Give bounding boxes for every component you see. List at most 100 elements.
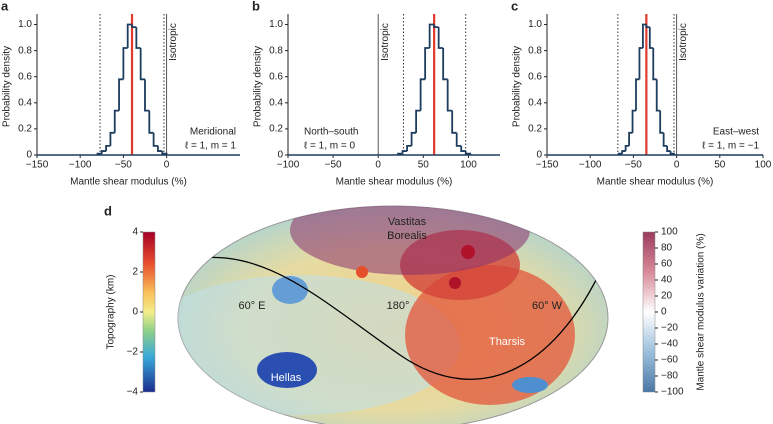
histogram-step <box>631 109 636 133</box>
y-axis-label: Probability density <box>253 46 264 127</box>
colorbar-label: Topography (km) <box>106 274 117 349</box>
histogram-step <box>659 110 664 134</box>
histogram-step <box>455 132 462 147</box>
panel-letter: b <box>252 0 260 13</box>
y-tick-label: 0.4 <box>269 97 283 108</box>
histogram-step <box>152 132 158 147</box>
histogram-step <box>144 79 150 112</box>
y-tick-label: 0.6 <box>269 71 283 82</box>
x-tick-label: −50 <box>625 160 642 171</box>
panel: a 0 0.2 0.4 0.6 0.8 1.0 −150 −100 −50 0 Mantle shea… <box>1 0 240 188</box>
y-tick-label: 0.6 <box>528 71 542 82</box>
colorbar-tick-label: −20 <box>661 323 678 334</box>
histogram-step <box>433 24 439 29</box>
y-tick-label: 0 <box>536 150 542 161</box>
isotropic-label: Isotropic <box>380 23 391 61</box>
colorbar-tick-label: −60 <box>661 355 678 366</box>
y-tick-label: 1.0 <box>528 19 542 30</box>
x-tick-label: 50 <box>714 160 726 171</box>
map-label: 180° <box>387 300 410 312</box>
y-tick-label: 0.2 <box>18 124 32 135</box>
histogram-step <box>406 144 412 152</box>
map-label: Tharsis <box>489 336 526 348</box>
colorbar-tick-label: 0 <box>132 307 138 318</box>
histogram-step <box>442 48 448 81</box>
histogram-step <box>113 109 120 133</box>
colorbar-tick-label: 60 <box>661 259 673 270</box>
panel-letter: c <box>511 0 518 13</box>
histogram-step <box>460 145 466 152</box>
y-tick-label: 0.2 <box>269 124 283 135</box>
colorbar-tick-label: −2 <box>127 347 139 358</box>
x-tick-label: −150 <box>26 160 49 171</box>
histogram-step <box>446 79 453 112</box>
x-tick-label: 0 <box>375 160 381 171</box>
histogram-step <box>105 144 111 152</box>
histogram-step <box>635 78 640 111</box>
y-axis-label: Probability density <box>2 46 13 127</box>
panel: b 0 0.2 0.4 0.6 0.8 1.0 −100 −50 0 50 100 Mantle she… <box>252 0 500 188</box>
colorbar-tick-label: 0 <box>661 307 667 318</box>
y-tick-label: 0.8 <box>18 45 32 56</box>
histogram-step <box>628 131 633 146</box>
x-tick-label: −100 <box>579 160 602 171</box>
x-axis-label: Mantle shear modulus (%) <box>597 177 714 188</box>
map <box>177 205 609 424</box>
map-label: 60° W <box>532 300 563 312</box>
map-label: Vastitas <box>388 216 427 228</box>
x-tick-label: 50 <box>418 160 430 171</box>
histogram-step <box>401 150 408 154</box>
isotropic-label: Isotropic <box>678 23 689 61</box>
y-axis-label: Probability density <box>512 46 523 127</box>
y-tick-label: 0 <box>277 150 283 161</box>
colorbar-tick-label: 20 <box>661 291 673 302</box>
histogram-step <box>424 47 430 80</box>
histogram-step <box>624 144 630 152</box>
y-tick-label: 0.8 <box>269 45 283 56</box>
histogram-step <box>428 23 435 49</box>
colorbar <box>642 231 656 393</box>
histogram-step <box>666 145 671 152</box>
colorbar-tick-label: 4 <box>132 227 138 238</box>
y-tick-label: 0.2 <box>528 124 542 135</box>
y-tick-label: 0 <box>26 150 32 161</box>
histogram-step <box>148 110 154 134</box>
x-tick-label: 100 <box>460 160 477 171</box>
x-tick-label: −150 <box>536 160 559 171</box>
colorbar-label: Mantle shear modulus variation (%) <box>696 233 707 390</box>
map-label: Borealis <box>387 230 427 242</box>
y-tick-label: 0.8 <box>528 45 542 56</box>
colorbar-tick-label: −40 <box>661 339 678 350</box>
x-tick-label: −50 <box>325 160 342 171</box>
colorbar-tick-label: 2 <box>132 267 138 278</box>
colorbar-tick-label: 40 <box>661 275 673 286</box>
colorbar-tick-label: −80 <box>661 371 678 382</box>
histogram-step <box>419 78 426 111</box>
x-tick-label: −100 <box>69 160 92 171</box>
panel-letter: a <box>1 0 9 13</box>
x-tick-label: 0 <box>674 160 680 171</box>
x-tick-label: −100 <box>277 160 300 171</box>
annotation: East–west <box>713 127 759 138</box>
histogram-step <box>122 47 128 80</box>
histogram-step <box>621 150 626 154</box>
histogram-step <box>126 23 133 49</box>
annotation: ℓ = 1, m = −1 <box>702 141 759 152</box>
histogram-step <box>139 48 145 81</box>
colorbar-tick-label: 80 <box>661 243 673 254</box>
histogram-step <box>655 79 661 112</box>
histogram-step <box>118 78 124 111</box>
histogram-step <box>131 24 137 29</box>
histogram-step <box>645 24 650 29</box>
histogram-step <box>100 150 107 154</box>
map-label: Hellas <box>271 372 302 384</box>
annotation: ℓ = 1, m = 1 <box>185 141 236 152</box>
histogram-step <box>662 132 668 147</box>
x-axis-label: Mantle shear modulus (%) <box>336 177 453 188</box>
colorbar-tick-label: −100 <box>661 387 684 398</box>
panel-letter: d <box>104 203 112 218</box>
map-label: 60° E <box>238 300 265 312</box>
y-tick-label: 0.4 <box>18 97 32 108</box>
